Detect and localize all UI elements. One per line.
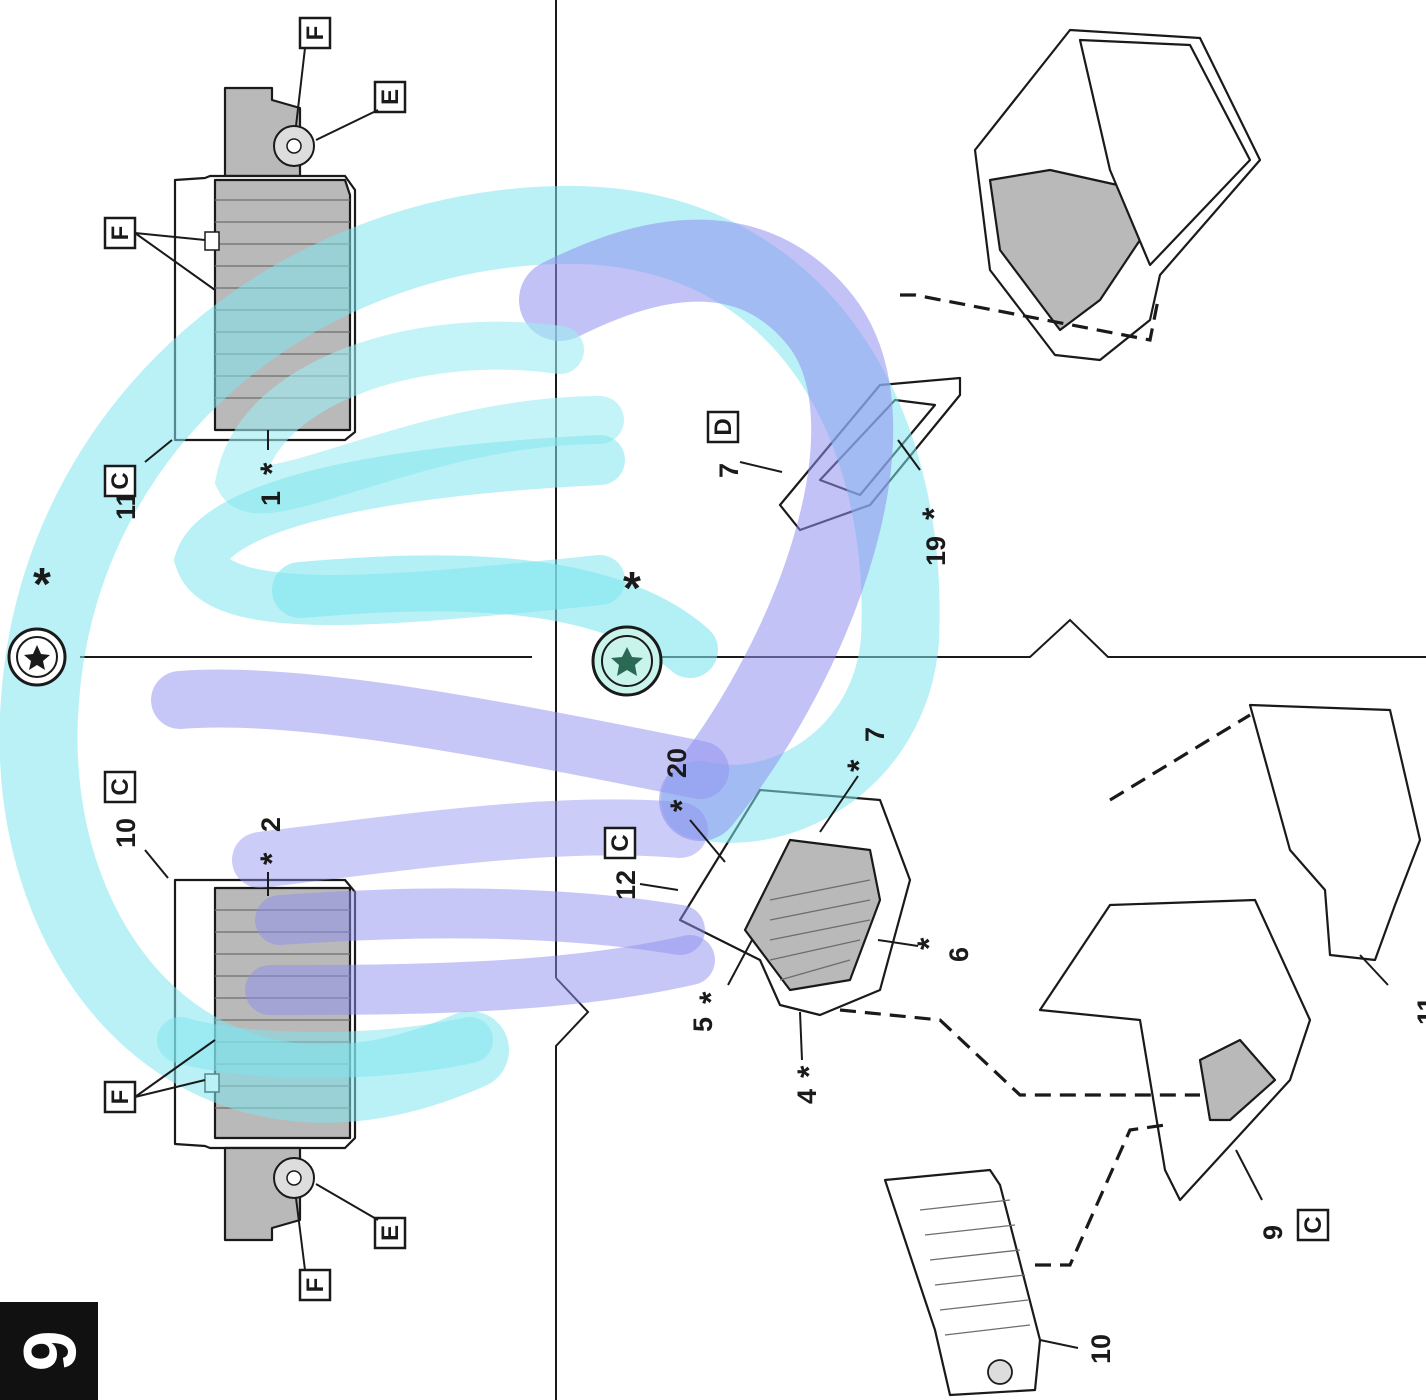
- star-marker-upper: *: [33, 558, 51, 610]
- dashed-leaders: [839, 293, 1251, 1267]
- svg-text:10: 10: [111, 818, 141, 848]
- upper-exploded-housing: [973, 28, 1262, 362]
- translucent-overlay-ribbons: [0, 185, 940, 1123]
- callout-10-lower: 10: [1039, 1334, 1116, 1364]
- svg-text:5: 5: [688, 1017, 718, 1032]
- svg-text:*: *: [664, 799, 700, 812]
- callout-5: 5 *: [688, 939, 753, 1032]
- page-number-badge: 6: [0, 1302, 98, 1400]
- callout-11-lower: 11: [1359, 954, 1426, 1025]
- callout-10-upper: 10: [111, 818, 169, 879]
- seal-icon-lower: [591, 625, 663, 697]
- svg-text:F: F: [107, 226, 134, 241]
- callout-2: * 2: [254, 817, 290, 896]
- svg-text:11: 11: [1412, 996, 1426, 1025]
- svg-text:C: C: [607, 834, 634, 851]
- svg-text:20: 20: [662, 748, 692, 778]
- svg-text:6: 6: [944, 947, 974, 962]
- lower-exploded-parts: [883, 703, 1422, 1397]
- svg-text:D: D: [710, 418, 737, 435]
- svg-text:*: *: [911, 937, 947, 950]
- svg-text:F: F: [302, 26, 329, 41]
- box-e-upper-right: E: [315, 80, 407, 141]
- clip-f-icon: [204, 231, 220, 251]
- box-f-upper-left-top: F: [103, 1039, 216, 1114]
- callout-1: 1 *: [254, 430, 290, 506]
- svg-text:*: *: [693, 991, 729, 1004]
- callout-7b: * 7: [819, 727, 890, 833]
- svg-text:2: 2: [256, 817, 286, 832]
- box-c-upper-left: C: [103, 770, 137, 804]
- box-c-upper-right: C: [103, 464, 137, 498]
- page-number: 6: [8, 1330, 91, 1372]
- svg-text:10: 10: [1086, 1334, 1116, 1364]
- svg-text:C: C: [1300, 1216, 1327, 1233]
- box-f-upper-right-side: F: [295, 16, 332, 127]
- part-10-ribs: [919, 1199, 1031, 1336]
- callout-4: 4 *: [791, 1011, 827, 1104]
- box-f-upper-right-top: F: [103, 216, 216, 291]
- svg-text:12: 12: [611, 870, 641, 900]
- callout-9-c: 9 C: [1235, 1149, 1330, 1242]
- svg-text:9: 9: [1258, 1225, 1288, 1240]
- callout-19: * 19: [897, 439, 952, 566]
- star-marker-lower: *: [623, 562, 641, 614]
- svg-text:E: E: [377, 89, 404, 105]
- callout-6: * 6: [877, 937, 974, 962]
- callout-7-d: 7 D: [706, 410, 783, 478]
- svg-text:7: 7: [860, 727, 890, 742]
- callout-12-c: 12 C: [603, 826, 679, 900]
- svg-text:C: C: [107, 778, 134, 795]
- svg-text:*: *: [254, 462, 290, 475]
- part-12-ribs: [769, 879, 871, 981]
- svg-text:7: 7: [714, 463, 744, 478]
- callout-20: 20 *: [662, 748, 726, 863]
- box-e-upper-left: E: [315, 1183, 407, 1250]
- seal-icon-upper: [7, 627, 67, 687]
- svg-text:*: *: [791, 1065, 827, 1078]
- svg-text:F: F: [107, 1090, 134, 1105]
- svg-text:F: F: [302, 1278, 329, 1293]
- svg-text:C: C: [107, 472, 134, 489]
- part-12-assembly: [678, 788, 912, 1017]
- svg-text:*: *: [841, 759, 877, 772]
- svg-text:1: 1: [256, 491, 286, 506]
- svg-text:4: 4: [792, 1089, 822, 1104]
- svg-text:E: E: [377, 1225, 404, 1241]
- box-f-upper-left-side: F: [295, 1197, 332, 1302]
- svg-text:*: *: [916, 507, 952, 520]
- svg-text:19: 19: [921, 536, 951, 566]
- svg-text:*: *: [254, 852, 290, 865]
